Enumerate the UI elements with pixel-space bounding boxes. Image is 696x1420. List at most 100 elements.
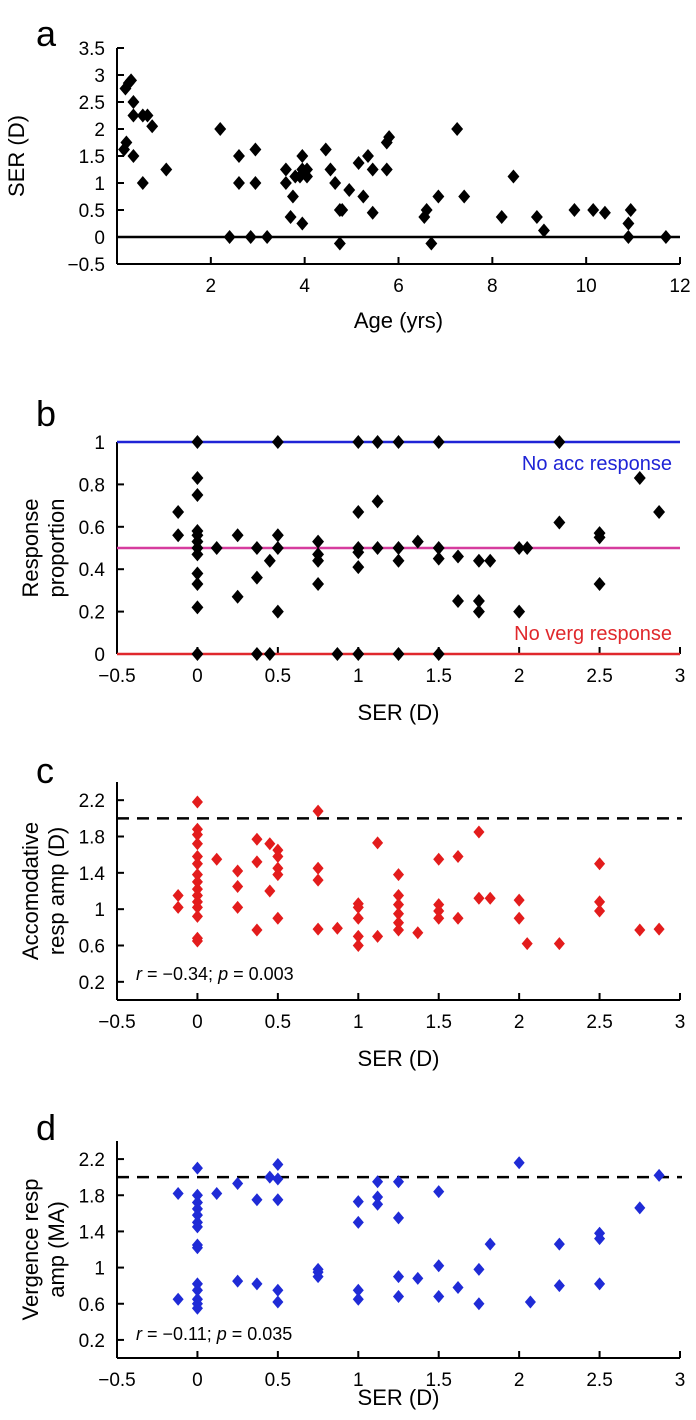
data-point bbox=[537, 223, 550, 238]
data-point bbox=[372, 929, 384, 943]
data-point bbox=[352, 911, 364, 925]
y-axis-label-line: Vergence resp bbox=[18, 1179, 43, 1321]
data-point bbox=[352, 435, 365, 449]
y-tick-label: 1 bbox=[94, 900, 105, 921]
data-point bbox=[352, 900, 364, 914]
data-point bbox=[634, 1201, 646, 1215]
data-point bbox=[513, 911, 525, 925]
data-point bbox=[271, 435, 284, 449]
data-point bbox=[553, 1279, 565, 1293]
x-tick-label: 6 bbox=[393, 276, 404, 297]
data-point bbox=[357, 189, 370, 204]
data-point bbox=[251, 1193, 263, 1207]
stat-p-symbol: p bbox=[217, 964, 228, 984]
data-point bbox=[521, 541, 534, 555]
data-point bbox=[495, 210, 508, 225]
data-point bbox=[392, 541, 405, 555]
y-axis-label: SER (D) bbox=[4, 115, 29, 197]
panel-letter-d: d bbox=[36, 1107, 56, 1148]
data-point bbox=[286, 189, 299, 204]
data-point bbox=[362, 149, 374, 163]
panel-c-axes: 0.2 0.6 1 1.4 1.8 2.2 −0.5 0 0.5 1 1.5 2 2.5 3 SER (D)… bbox=[18, 782, 685, 1071]
x-tick-label: 2 bbox=[514, 666, 525, 687]
reference-line-label: No acc response bbox=[522, 453, 672, 475]
data-point bbox=[172, 504, 185, 519]
panel-letter-c: c bbox=[36, 750, 54, 791]
data-point bbox=[191, 1301, 203, 1315]
y-tick-label: 2.2 bbox=[79, 791, 105, 812]
data-point bbox=[433, 904, 445, 918]
data-point bbox=[622, 230, 635, 244]
data-point bbox=[250, 647, 263, 661]
data-point bbox=[513, 541, 526, 555]
x-tick-label: 1.5 bbox=[426, 666, 452, 687]
data-point bbox=[331, 647, 344, 661]
data-point bbox=[333, 236, 346, 251]
data-point bbox=[513, 1156, 525, 1170]
y-tick-label: 1 bbox=[94, 174, 105, 195]
data-point bbox=[191, 857, 203, 871]
y-tick-label: 1.4 bbox=[79, 1222, 106, 1243]
data-point bbox=[392, 889, 405, 903]
stat-p-symbol: p bbox=[216, 1324, 227, 1344]
data-point bbox=[553, 1237, 565, 1251]
x-tick-label: 3 bbox=[675, 1370, 686, 1391]
data-point bbox=[296, 149, 309, 163]
data-point bbox=[472, 594, 485, 608]
data-point bbox=[264, 1170, 276, 1184]
data-point bbox=[392, 898, 405, 912]
y-tick-label: 1 bbox=[94, 433, 105, 454]
panel-letter-a: a bbox=[36, 13, 57, 54]
x-tick-label: −0.5 bbox=[98, 1012, 136, 1033]
data-point bbox=[473, 891, 485, 905]
data-point bbox=[352, 647, 365, 661]
data-point bbox=[484, 891, 496, 905]
data-point bbox=[272, 1283, 284, 1297]
data-point bbox=[232, 879, 244, 893]
data-point bbox=[432, 551, 445, 566]
data-point bbox=[484, 1237, 496, 1251]
x-tick-label: 2.5 bbox=[586, 1012, 612, 1033]
data-point bbox=[232, 1176, 244, 1190]
stat-p-value: = 0.035 bbox=[227, 1324, 293, 1344]
data-point bbox=[211, 852, 223, 866]
data-point bbox=[250, 541, 263, 555]
data-point bbox=[118, 142, 130, 157]
data-point bbox=[371, 541, 384, 555]
y-tick-label: 1.8 bbox=[79, 1186, 105, 1207]
x-tick-label: 0.5 bbox=[265, 1370, 291, 1391]
data-point bbox=[312, 861, 324, 875]
data-point bbox=[160, 162, 173, 177]
data-point bbox=[319, 142, 332, 157]
data-point bbox=[272, 1295, 284, 1309]
data-point bbox=[336, 203, 349, 217]
x-tick-label: −0.5 bbox=[98, 1370, 136, 1391]
x-tick-label: 2 bbox=[206, 276, 217, 297]
data-point bbox=[425, 236, 438, 251]
data-point bbox=[172, 528, 185, 543]
data-point bbox=[231, 528, 244, 543]
panel-a-axes: −0.5 0 0.5 1 1.5 2 2.5 3 3.5 2 4 6 8 10 12 Age (yrs) SER… bbox=[4, 39, 691, 333]
stat-r-value: = −0.11; bbox=[142, 1324, 217, 1344]
x-axis-label: SER (D) bbox=[358, 1046, 440, 1071]
data-point bbox=[127, 149, 140, 163]
data-point bbox=[312, 577, 325, 592]
data-point bbox=[191, 837, 203, 851]
x-tick-label: 2.5 bbox=[586, 666, 612, 687]
data-point bbox=[191, 1188, 203, 1202]
data-point bbox=[272, 1172, 284, 1186]
data-point bbox=[432, 541, 445, 555]
data-point bbox=[412, 1271, 424, 1285]
data-point bbox=[432, 435, 445, 449]
data-point bbox=[507, 169, 520, 184]
y-tick-label: 1.5 bbox=[79, 147, 105, 168]
data-point bbox=[172, 1186, 184, 1200]
data-point bbox=[272, 1193, 284, 1207]
data-point bbox=[251, 855, 263, 869]
data-point bbox=[244, 230, 257, 244]
data-point bbox=[329, 176, 342, 190]
data-point bbox=[232, 1274, 244, 1288]
data-point bbox=[452, 549, 464, 564]
data-point bbox=[594, 895, 606, 909]
x-tick-label: 1.5 bbox=[426, 1012, 452, 1033]
